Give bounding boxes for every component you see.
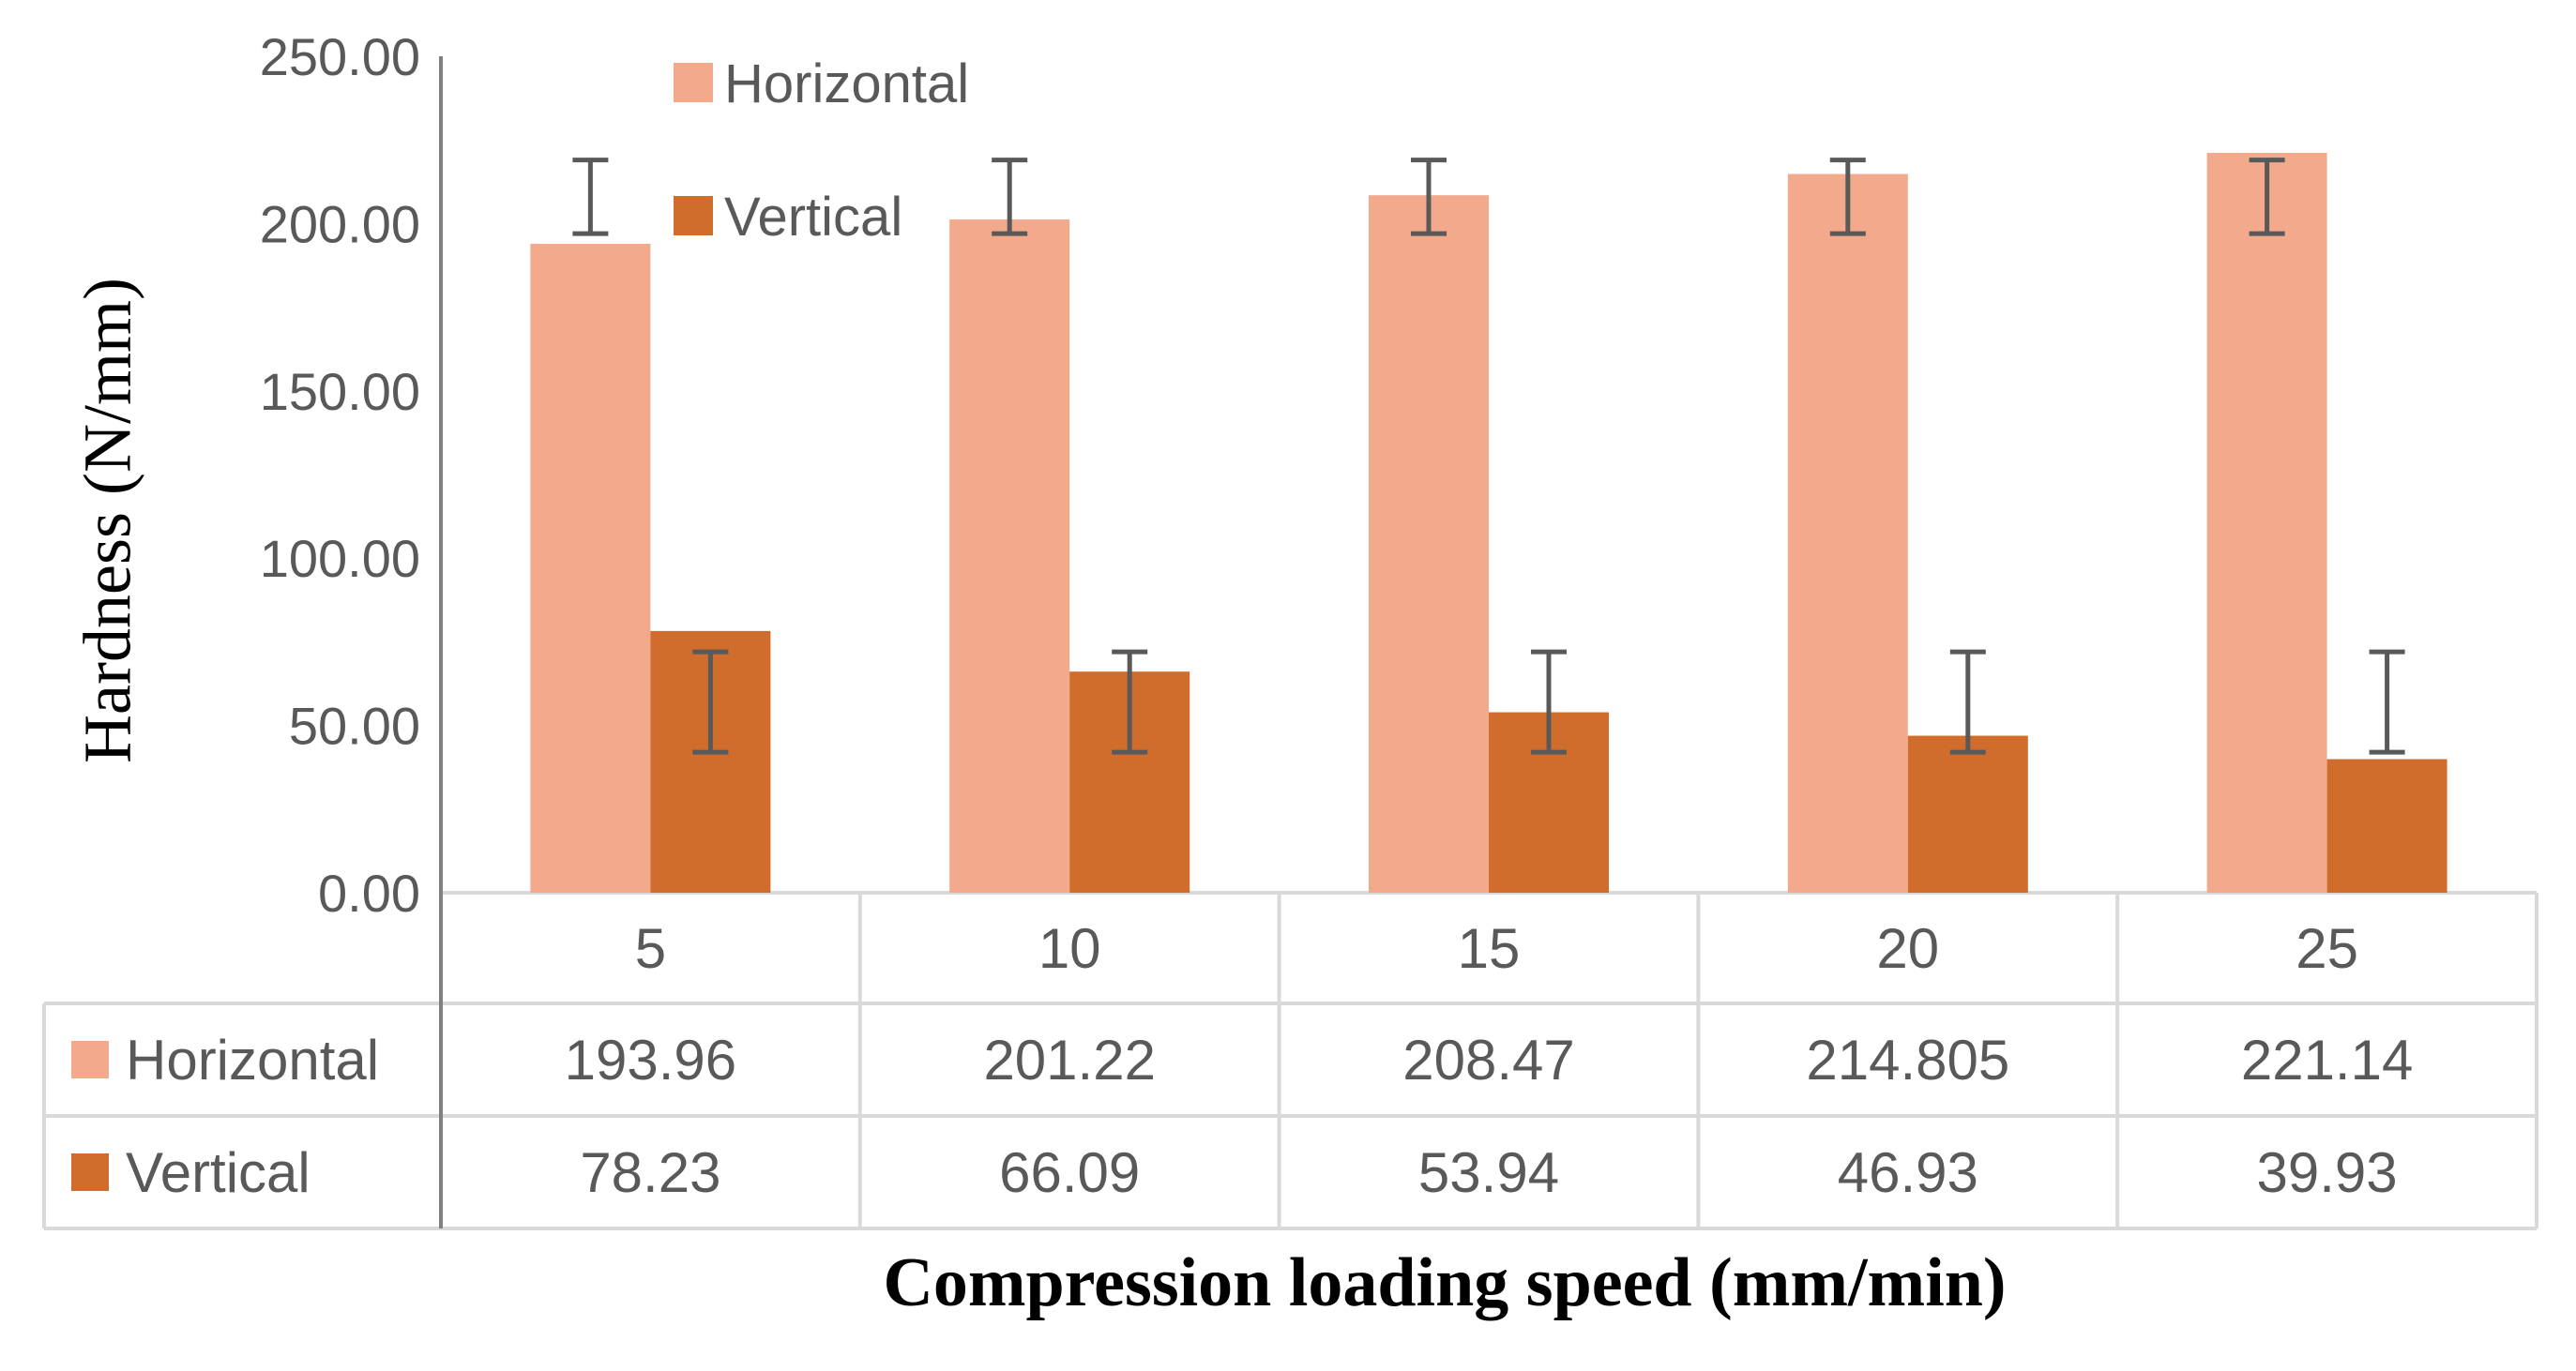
- axes: 0.00 50.00 100.00 150.00 200.00 250.00: [260, 27, 443, 1228]
- data-table: 5 10 15 20 25 Horizontal 193.96 201.22 208.47 214…: [42, 891, 2538, 1230]
- x-tick-label: 10: [1038, 917, 1101, 980]
- error-bar-vertical-25: [2369, 649, 2405, 755]
- table-cell: 78.23: [580, 1141, 720, 1204]
- table-legend-swatch: [71, 1153, 109, 1191]
- bars: [530, 152, 2447, 894]
- bar-horizontal-5: [530, 243, 651, 894]
- legend-label: Vertical: [724, 187, 902, 248]
- error-bars: [572, 158, 2405, 755]
- table-legend-swatch: [71, 1041, 109, 1078]
- error-bar-horizontal-15: [1411, 158, 1447, 236]
- table-cell: 53.94: [1418, 1141, 1559, 1204]
- y-tick-label: 50.00: [289, 697, 420, 756]
- error-bar-horizontal-25: [2249, 158, 2285, 236]
- y-tick-label: 0.00: [318, 864, 420, 923]
- bar-vertical-25: [2326, 759, 2447, 893]
- table-cell: 39.93: [2257, 1141, 2398, 1204]
- bar-horizontal-20: [1787, 173, 1908, 894]
- error-bar-vertical-20: [1949, 649, 1986, 755]
- x-tick-label: 5: [635, 917, 666, 980]
- bar-horizontal-10: [949, 219, 1070, 893]
- table-series-name: Horizontal: [126, 1029, 379, 1092]
- error-bar-vertical-15: [1531, 649, 1567, 755]
- bar-horizontal-25: [2206, 152, 2327, 893]
- legend-swatch: [674, 63, 713, 102]
- error-bar-vertical-10: [1112, 649, 1148, 755]
- table-series-name: Vertical: [126, 1141, 311, 1204]
- error-bar-vertical-5: [692, 649, 729, 755]
- legend-swatch: [674, 196, 713, 235]
- y-tick-label: 150.00: [260, 362, 420, 421]
- table-cell: 201.22: [983, 1029, 1156, 1092]
- table-cell: 214.805: [1806, 1029, 2009, 1092]
- table-cell: 46.93: [1838, 1141, 1978, 1204]
- x-tick-label: 15: [1458, 917, 1521, 980]
- y-tick-label: 200.00: [260, 194, 420, 253]
- y-tick-label: 250.00: [260, 27, 420, 86]
- error-bar-horizontal-10: [992, 158, 1028, 236]
- legend: Horizontal Vertical: [674, 53, 969, 248]
- error-bar-horizontal-5: [572, 158, 609, 236]
- x-axis-label: Compression loading speed (mm/min): [883, 1244, 2006, 1321]
- x-tick-label: 20: [1876, 917, 1939, 980]
- y-axis-label: Hardness (N/mm): [70, 278, 145, 763]
- table-cell: 221.14: [2241, 1029, 2414, 1092]
- table-cell: 193.96: [565, 1029, 737, 1092]
- table-cell: 208.47: [1402, 1029, 1575, 1092]
- bar-vertical-20: [1907, 735, 2028, 893]
- y-tick-label: 100.00: [260, 529, 420, 588]
- x-tick-label: 25: [2296, 917, 2358, 980]
- table-cell: 66.09: [999, 1141, 1140, 1204]
- bar-horizontal-15: [1369, 195, 1489, 893]
- error-bar-horizontal-20: [1829, 158, 1866, 236]
- legend-label: Horizontal: [724, 53, 969, 114]
